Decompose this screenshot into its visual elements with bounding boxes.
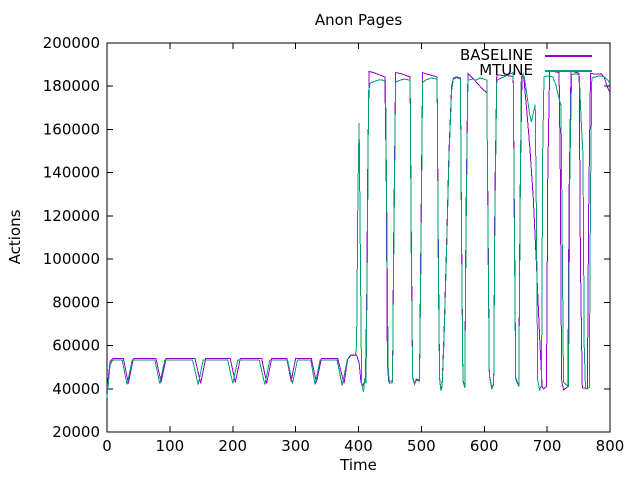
legend-entry-mtune: MTUNE: [0, 63, 592, 78]
series-line-baseline: [106, 70, 611, 391]
x-tick-label: 100: [156, 437, 185, 455]
legend: BASELINE MTUNE: [0, 48, 592, 78]
x-tick-label: 500: [407, 437, 436, 455]
x-tick-label: 700: [533, 437, 562, 455]
y-tick-label: 140000: [43, 164, 100, 182]
x-axis-label: Time: [340, 456, 377, 474]
x-tick-label: 0: [102, 437, 112, 455]
series-line-mtune: [106, 71, 611, 398]
legend-label-mtune: MTUNE: [479, 61, 533, 79]
x-tick-label: 300: [281, 437, 310, 455]
x-tick-label: 200: [218, 437, 247, 455]
y-tick-label: 100000: [43, 250, 100, 268]
legend-entry-baseline: BASELINE: [0, 48, 592, 63]
y-axis-label: Actions: [6, 209, 24, 265]
y-tick-label: 120000: [43, 207, 100, 225]
x-tick-label: 400: [344, 437, 373, 455]
y-tick-label: 200000: [43, 34, 100, 52]
y-tick-label: 160000: [43, 120, 100, 138]
chart-title: Anon Pages: [314, 11, 403, 29]
y-tick-label: 20000: [52, 423, 100, 441]
y-tick-label: 80000: [52, 293, 100, 311]
x-tick-label: 600: [470, 437, 499, 455]
legend-line-swatch-baseline: [545, 54, 592, 57]
y-tick-label: 40000: [52, 380, 100, 398]
legend-line-swatch-mtune: [545, 69, 592, 72]
plot-border: [106, 42, 611, 433]
y-tick-label: 180000: [43, 77, 100, 95]
x-tick-label: 800: [596, 437, 625, 455]
legend-label-baseline: BASELINE: [459, 46, 533, 64]
y-tick-label: 60000: [52, 337, 100, 355]
